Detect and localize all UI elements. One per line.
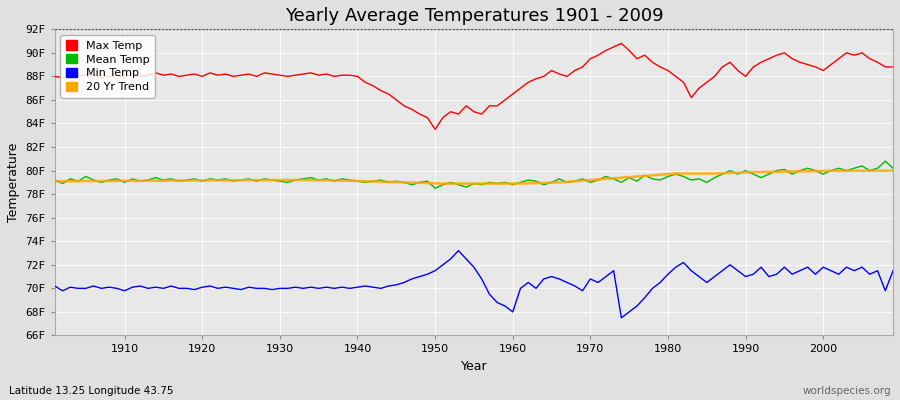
Legend: Max Temp, Mean Temp, Min Temp, 20 Yr Trend: Max Temp, Mean Temp, Min Temp, 20 Yr Tre… — [60, 35, 155, 98]
Text: worldspecies.org: worldspecies.org — [803, 386, 891, 396]
Y-axis label: Temperature: Temperature — [7, 143, 20, 222]
Text: Latitude 13.25 Longitude 43.75: Latitude 13.25 Longitude 43.75 — [9, 386, 174, 396]
X-axis label: Year: Year — [461, 360, 487, 373]
Title: Yearly Average Temperatures 1901 - 2009: Yearly Average Temperatures 1901 - 2009 — [284, 7, 663, 25]
